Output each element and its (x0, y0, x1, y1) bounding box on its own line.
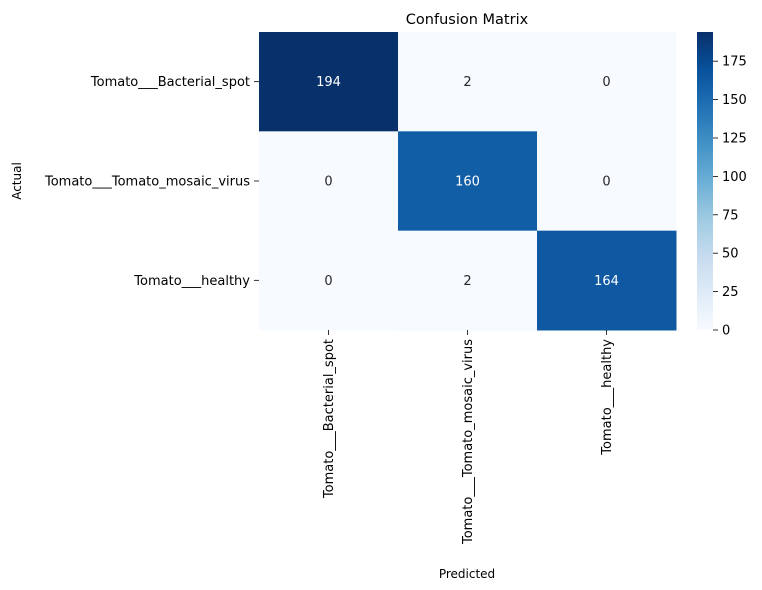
x-axis-label: Predicted (439, 567, 495, 581)
colorbar-tick-label: 0 (722, 324, 730, 339)
cell-value-label: 0 (324, 174, 332, 189)
cell-value-label: 194 (316, 75, 341, 90)
colorbar-tick-label: 50 (722, 247, 739, 262)
heatmap-cell (259, 131, 399, 232)
cell-value-label: 0 (324, 274, 332, 289)
heatmap-cell (259, 32, 399, 132)
column-tick-label: Tomato___Bacterial_spot (322, 339, 337, 499)
y-axis-label: Actual (10, 162, 24, 200)
colorbar-tick-label: 100 (722, 170, 747, 185)
cell-value-label: 0 (602, 174, 610, 189)
column-tick-label: Tomato___Tomato_mosaic_virus (461, 339, 476, 545)
heatmap-cell (259, 230, 399, 331)
colorbar-tick-label: 175 (722, 55, 747, 70)
heatmap-cell (398, 32, 538, 132)
chart-title: Confusion Matrix (406, 12, 529, 28)
heatmap-cells: 194 2 0 0 160 0 0 2 164 (259, 32, 677, 331)
heatmap-cell (537, 32, 677, 132)
heatmap-cell (398, 131, 538, 232)
heatmap-cell (537, 230, 677, 331)
row-tick-label: Tomato___Bacterial_spot (90, 75, 250, 90)
heatmap-cell (398, 230, 538, 331)
cell-value-label: 2 (463, 274, 471, 289)
colorbar-tick-label: 150 (722, 93, 747, 108)
cell-value-label: 2 (463, 75, 471, 90)
column-tick-label: Tomato___healthy (600, 339, 615, 456)
row-tick-label: Tomato___Tomato_mosaic_virus (44, 174, 250, 189)
cell-value-label: 0 (602, 75, 610, 90)
colorbar-tick-label: 25 (722, 285, 739, 300)
row-tick-label: Tomato___healthy (133, 274, 250, 289)
row-labels: Tomato___Bacterial_spot Tomato___Tomato_m… (44, 75, 259, 289)
colorbar (697, 32, 713, 330)
colorbar-ticks: 0 25 50 75 100 125 150 175 (713, 55, 747, 339)
colorbar-tick-label: 75 (722, 208, 739, 223)
column-labels: Tomato___Bacterial_spot Tomato___Tomato_m… (322, 329, 615, 545)
heatmap-cell (537, 131, 677, 232)
colorbar-tick-label: 125 (722, 131, 747, 146)
cell-value-label: 164 (594, 274, 619, 289)
cell-value-label: 160 (455, 174, 480, 189)
